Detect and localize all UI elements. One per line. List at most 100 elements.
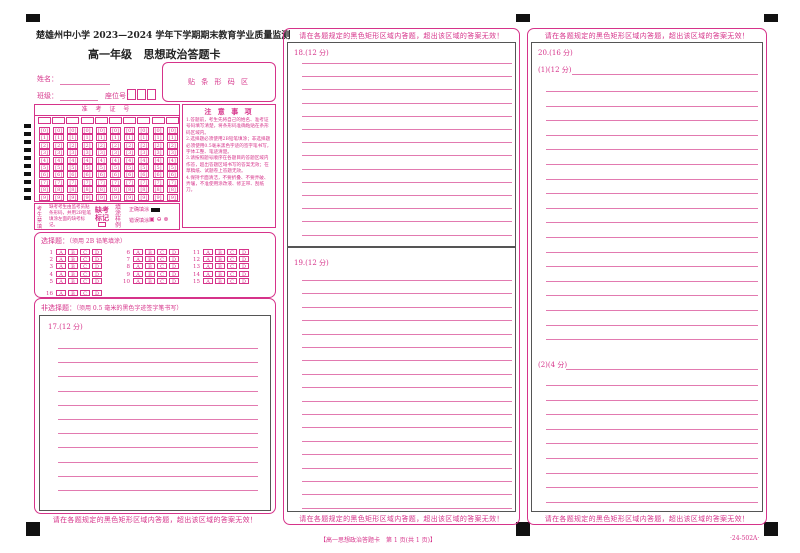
exam-number-cell[interactable] (80, 117, 94, 124)
choice-option-bubble[interactable]: B (145, 256, 155, 263)
choice-option-bubble[interactable]: B (145, 263, 155, 270)
exam-number-cell[interactable] (123, 117, 137, 124)
exam-digit-bubble[interactable]: [0] (166, 127, 178, 134)
exam-digit-bubble[interactable]: [5] (81, 164, 93, 171)
exam-digit-bubble[interactable]: [4] (67, 156, 79, 164)
choice-option-bubble[interactable]: C (80, 256, 90, 263)
exam-digit-bubble[interactable]: [4] (124, 156, 136, 164)
exam-digit-bubble[interactable]: [6] (53, 171, 65, 179)
exam-digit-bubble[interactable]: [5] (110, 164, 121, 171)
exam-digit-bubble[interactable]: [0] (138, 127, 150, 134)
exam-digit-bubble[interactable]: [2] (110, 141, 121, 149)
choice-option-bubble[interactable]: C (157, 249, 167, 256)
exam-digit-bubble[interactable]: [1] (39, 134, 50, 142)
choice-option-bubble[interactable]: A (203, 263, 213, 270)
exam-digit-bubble[interactable]: [9] (138, 193, 150, 201)
choice-option-bubble[interactable]: D (92, 256, 102, 263)
exam-digit-bubble[interactable]: [9] (166, 193, 178, 201)
exam-digit-bubble[interactable]: [5] (124, 164, 136, 171)
exam-digit-bubble[interactable]: [1] (81, 134, 93, 142)
choice-option-bubble[interactable]: D (239, 256, 249, 263)
exam-digit-bubble[interactable]: [5] (95, 164, 107, 171)
choice-option-bubble[interactable]: D (92, 270, 102, 278)
exam-number-cell[interactable] (66, 117, 80, 124)
exam-digit-bubble[interactable]: [1] (67, 134, 79, 142)
choice-option-bubble[interactable]: C (227, 277, 237, 285)
exam-digit-bubble[interactable]: [4] (110, 156, 121, 164)
choice-option-bubble[interactable]: D (92, 249, 102, 256)
exam-digit-bubble[interactable]: [0] (95, 127, 107, 134)
exam-digit-bubble[interactable]: [1] (95, 134, 107, 142)
choice-option-bubble[interactable]: B (215, 277, 225, 285)
exam-digit-bubble[interactable]: [6] (152, 171, 164, 179)
choice-option-bubble[interactable]: B (68, 249, 78, 256)
exam-digit-bubble[interactable]: [8] (81, 186, 93, 194)
exam-digit-bubble[interactable]: [2] (95, 141, 107, 149)
exam-digit-bubble[interactable]: [7] (110, 178, 121, 186)
choice-option-bubble[interactable]: A (56, 277, 66, 285)
choice-option-bubble[interactable]: A (133, 270, 143, 278)
answer-box-18[interactable]: 18.(12 分) (287, 42, 516, 247)
choice-option-bubble[interactable]: A (203, 249, 213, 256)
exam-number-cell[interactable] (137, 117, 151, 124)
exam-digit-bubble[interactable]: [7] (81, 178, 93, 186)
choice-option-bubble[interactable]: D (239, 277, 249, 285)
exam-digit-bubble[interactable]: [8] (67, 186, 79, 194)
exam-digit-bubble[interactable]: [8] (124, 186, 136, 194)
choice-option-bubble[interactable]: A (133, 249, 143, 256)
exam-digit-bubble[interactable]: [6] (138, 171, 150, 179)
seat-box-1[interactable] (127, 89, 136, 100)
choice-option-bubble[interactable]: D (92, 290, 102, 297)
exam-digit-bubble[interactable]: [2] (67, 141, 79, 149)
choice-option-bubble[interactable]: D (169, 256, 179, 263)
choice-option-bubble[interactable]: D (169, 249, 179, 256)
exam-digit-bubble[interactable]: [7] (152, 178, 164, 186)
exam-digit-bubble[interactable]: [5] (53, 164, 65, 171)
exam-digit-bubble[interactable]: [0] (53, 127, 65, 134)
exam-digit-bubble[interactable]: [2] (53, 141, 65, 149)
exam-digit-bubble[interactable]: [1] (124, 134, 136, 142)
exam-digit-bubble[interactable]: [8] (152, 186, 164, 194)
exam-digit-bubble[interactable]: [2] (138, 141, 150, 149)
exam-number-cell[interactable] (151, 117, 165, 124)
exam-digit-bubble[interactable]: [3] (53, 149, 65, 157)
choice-option-bubble[interactable]: C (227, 249, 237, 256)
exam-digit-bubble[interactable]: [3] (166, 149, 178, 157)
answer-box-20[interactable]: 20.(16 分) (1)(12 分) (2)(4 分) (531, 42, 763, 512)
choice-option-bubble[interactable]: D (92, 277, 102, 285)
choice-option-bubble[interactable]: C (80, 249, 90, 256)
choice-option-bubble[interactable]: C (80, 270, 90, 278)
choice-option-bubble[interactable]: D (169, 277, 179, 285)
exam-digit-bubble[interactable]: [0] (81, 127, 93, 134)
answer-box-17[interactable]: 17.(12 分) (39, 315, 271, 511)
exam-digit-bubble[interactable]: [5] (39, 164, 50, 171)
exam-digit-bubble[interactable]: [1] (152, 134, 164, 142)
choice-option-bubble[interactable]: B (215, 263, 225, 270)
exam-digit-bubble[interactable]: [0] (124, 127, 136, 134)
choice-option-bubble[interactable]: C (227, 263, 237, 270)
class-field[interactable] (60, 100, 98, 101)
exam-digit-bubble[interactable]: [2] (81, 141, 93, 149)
choice-option-bubble[interactable]: A (56, 256, 66, 263)
exam-digit-bubble[interactable]: [1] (53, 134, 65, 142)
choice-option-bubble[interactable]: A (56, 270, 66, 278)
choice-option-bubble[interactable]: B (145, 270, 155, 278)
choice-option-bubble[interactable]: B (68, 263, 78, 270)
choice-option-bubble[interactable]: C (80, 290, 90, 297)
exam-digit-bubble[interactable]: [8] (39, 186, 50, 194)
choice-option-bubble[interactable]: A (56, 249, 66, 256)
exam-digit-bubble[interactable]: [2] (124, 141, 136, 149)
choice-option-bubble[interactable]: B (68, 290, 78, 297)
exam-digit-bubble[interactable]: [9] (124, 193, 136, 201)
exam-digit-bubble[interactable]: [7] (95, 178, 107, 186)
exam-digit-bubble[interactable]: [6] (166, 171, 178, 179)
exam-digit-bubble[interactable]: [3] (95, 149, 107, 157)
exam-digit-bubble[interactable]: [0] (67, 127, 79, 134)
exam-digit-bubble[interactable]: [6] (95, 171, 107, 179)
choice-option-bubble[interactable]: B (145, 277, 155, 285)
exam-digit-bubble[interactable]: [4] (81, 156, 93, 164)
choice-option-bubble[interactable]: A (203, 270, 213, 278)
exam-digit-bubble[interactable]: [8] (166, 186, 178, 194)
exam-digit-bubble[interactable]: [7] (39, 178, 50, 186)
exam-number-cell[interactable] (38, 117, 51, 124)
